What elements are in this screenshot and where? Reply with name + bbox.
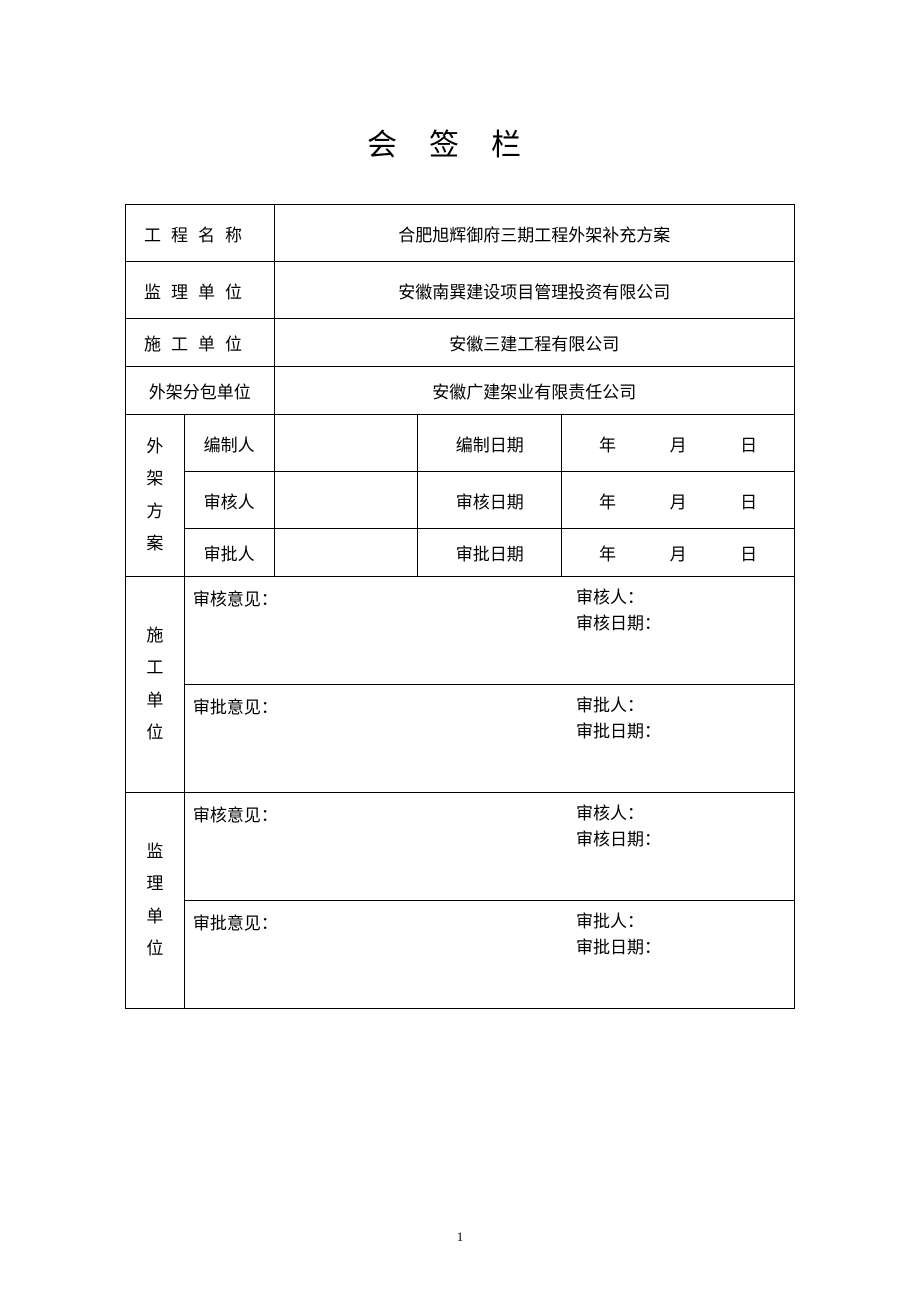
opinion-block: 审核意见： 审核人： 审核日期：	[184, 793, 794, 901]
supervision-unit-label: 监 理 单 位	[126, 793, 185, 1009]
opinion-label: 审批意见：	[193, 693, 576, 744]
table-row: 施工单位 安徽三建工程有限公司	[126, 319, 795, 367]
signer-label: 审核人：	[576, 801, 786, 827]
table-row: 审批意见： 审批人： 审批日期：	[126, 685, 795, 793]
date-label: 审批日期	[418, 529, 562, 577]
value-cell: 安徽南巽建设项目管理投资有限公司	[274, 262, 795, 319]
opinion-label: 审核意见：	[193, 585, 576, 636]
page-number: 1	[0, 1229, 920, 1245]
value-cell: 合肥旭辉御府三期工程外架补充方案	[274, 205, 795, 262]
opinion-block: 审批意见： 审批人： 审批日期：	[184, 901, 794, 1009]
date-label: 审核日期	[418, 472, 562, 529]
opinion-block: 审批意见： 审批人： 审批日期：	[184, 685, 794, 793]
table-row: 审批意见： 审批人： 审批日期：	[126, 901, 795, 1009]
table-row: 外架分包单位 安徽广建架业有限责任公司	[126, 367, 795, 415]
opinion-label: 审批意见：	[193, 909, 576, 960]
label-cell: 工程名称	[126, 205, 275, 262]
sign-date-label: 审核日期：	[576, 611, 786, 637]
signer-label: 审批人：	[576, 693, 786, 719]
signer-label: 审批人：	[576, 909, 786, 935]
person-value	[274, 415, 418, 472]
label-cell: 外架分包单位	[126, 367, 275, 415]
table-row: 施 工 单 位 审核意见： 审核人： 审核日期：	[126, 577, 795, 685]
table-row: 外 架 方 案 编制人 编制日期 年 月 日	[126, 415, 795, 472]
person-value	[274, 529, 418, 577]
date-value: 年 月 日	[562, 472, 795, 529]
page-title: 会签栏	[125, 120, 795, 164]
table-row: 审批人 审批日期 年 月 日	[126, 529, 795, 577]
construction-unit-label: 施 工 单 位	[126, 577, 185, 793]
date-label: 编制日期	[418, 415, 562, 472]
opinion-label: 审核意见：	[193, 801, 576, 852]
sign-date-label: 审核日期：	[576, 827, 786, 853]
value-cell: 安徽广建架业有限责任公司	[274, 367, 795, 415]
signature-table: 工程名称 合肥旭辉御府三期工程外架补充方案 监理单位 安徽南巽建设项目管理投资有…	[125, 204, 795, 1009]
table-row: 审核人 审核日期 年 月 日	[126, 472, 795, 529]
document-page: 会签栏 工程名称 合肥旭辉御府三期工程外架补充方案 监理单位 安徽南巽建设项目管…	[0, 0, 920, 1009]
opinion-block: 审核意见： 审核人： 审核日期：	[184, 577, 794, 685]
table-row: 监 理 单 位 审核意见： 审核人： 审核日期：	[126, 793, 795, 901]
label-cell: 监理单位	[126, 262, 275, 319]
sign-date-label: 审批日期：	[576, 935, 786, 961]
table-row: 监理单位 安徽南巽建设项目管理投资有限公司	[126, 262, 795, 319]
date-value: 年 月 日	[562, 529, 795, 577]
sign-date-label: 审批日期：	[576, 719, 786, 745]
person-label: 审核人	[184, 472, 274, 529]
person-label: 编制人	[184, 415, 274, 472]
date-value: 年 月 日	[562, 415, 795, 472]
value-cell: 安徽三建工程有限公司	[274, 319, 795, 367]
person-label: 审批人	[184, 529, 274, 577]
plan-section-label: 外 架 方 案	[126, 415, 185, 577]
person-value	[274, 472, 418, 529]
table-row: 工程名称 合肥旭辉御府三期工程外架补充方案	[126, 205, 795, 262]
label-cell: 施工单位	[126, 319, 275, 367]
signer-label: 审核人：	[576, 585, 786, 611]
